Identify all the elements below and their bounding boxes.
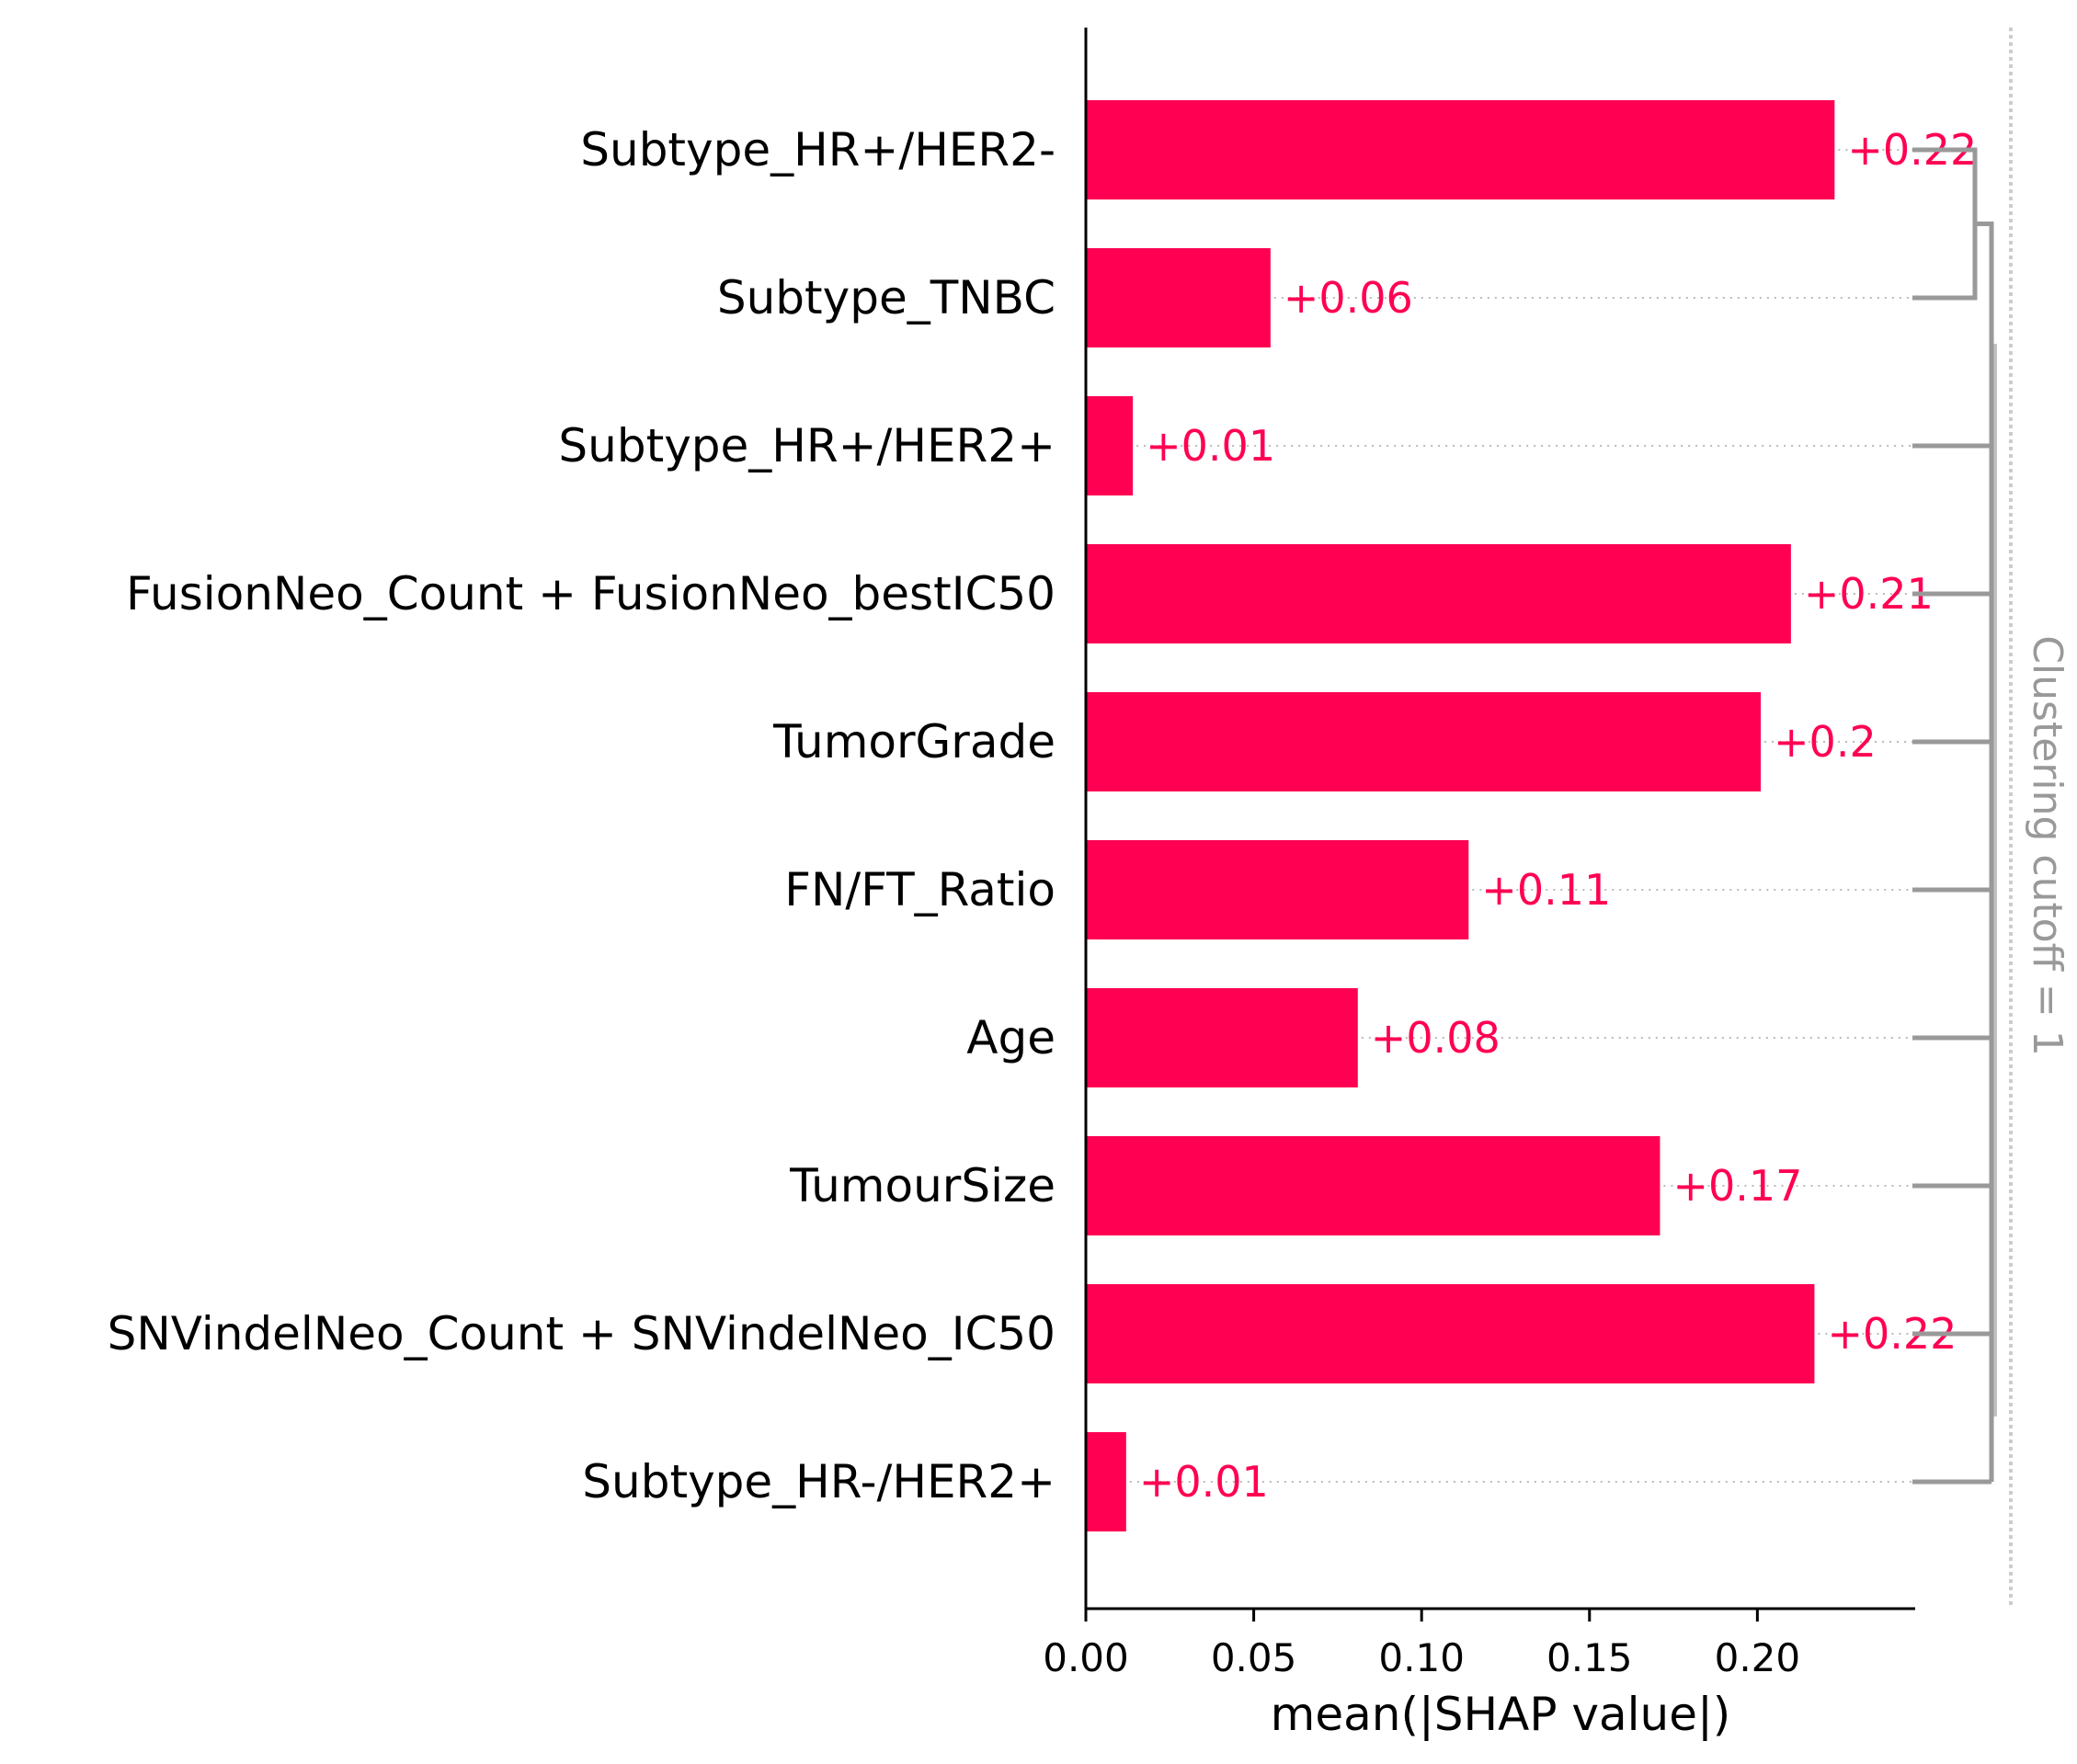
bars	[1086, 100, 1835, 1531]
value-label: +0.06	[1284, 273, 1413, 323]
category-label: FN/FT_Ratio	[784, 863, 1056, 916]
clustering-cutoff-label: Clustering cutoff = 1	[2024, 635, 2071, 1056]
category-labels: Subtype_HR+/HER2- Subtype_TNBC Subtype_HR+…	[108, 123, 1056, 1508]
cluster-dendrogram	[1912, 28, 2013, 1609]
category-label: Age	[966, 1011, 1056, 1064]
x-axis-label: mean(|SHAP value|)	[1271, 1688, 1731, 1741]
axes	[1084, 28, 1915, 1610]
bar	[1086, 396, 1134, 495]
value-label: +0.21	[1804, 569, 1934, 619]
category-label: TumourSize	[789, 1159, 1056, 1212]
category-label: SNVindelNeo_Count + SNVindelNeo_IC50	[108, 1307, 1056, 1360]
bar	[1086, 1432, 1126, 1531]
category-label: FusionNeo_Count + FusionNeo_bestIC50	[126, 567, 1056, 620]
bar	[1086, 248, 1271, 347]
category-label: Subtype_TNBC	[717, 271, 1056, 324]
bar	[1086, 692, 1762, 791]
bar	[1086, 100, 1835, 199]
bar	[1086, 988, 1358, 1087]
value-labels: +0.22+0.06+0.01+0.21+0.2+0.11+0.08+0.17+…	[1139, 125, 1978, 1507]
category-label: Subtype_HR+/HER2-	[580, 123, 1056, 176]
x-tick-label: 0.20	[1715, 1635, 1801, 1680]
value-label: +0.01	[1139, 1457, 1269, 1507]
value-guide-lines	[1129, 149, 1912, 1483]
bar	[1086, 1284, 1815, 1383]
category-label: Subtype_HR+/HER2+	[558, 419, 1056, 472]
bar	[1086, 1136, 1660, 1235]
bar	[1086, 840, 1469, 939]
category-label: TumorGrade	[772, 715, 1056, 768]
x-tick-label: 0.00	[1043, 1635, 1129, 1680]
x-tick-label: 0.10	[1378, 1635, 1465, 1680]
value-label: +0.01	[1146, 421, 1275, 471]
x-tick-label: 0.05	[1211, 1635, 1297, 1680]
value-label: +0.08	[1371, 1013, 1501, 1063]
bar	[1086, 544, 1791, 643]
dendrogram-branch	[1975, 222, 1994, 1482]
x-axis-ticks: 0.00 0.05 0.10 0.15 0.20	[1043, 1609, 1800, 1680]
value-label: +0.2	[1774, 717, 1877, 767]
category-label: Subtype_HR-/HER2+	[582, 1455, 1056, 1508]
value-label: +0.11	[1481, 865, 1611, 915]
value-label: +0.17	[1672, 1161, 1802, 1211]
x-tick-label: 0.15	[1546, 1635, 1633, 1680]
